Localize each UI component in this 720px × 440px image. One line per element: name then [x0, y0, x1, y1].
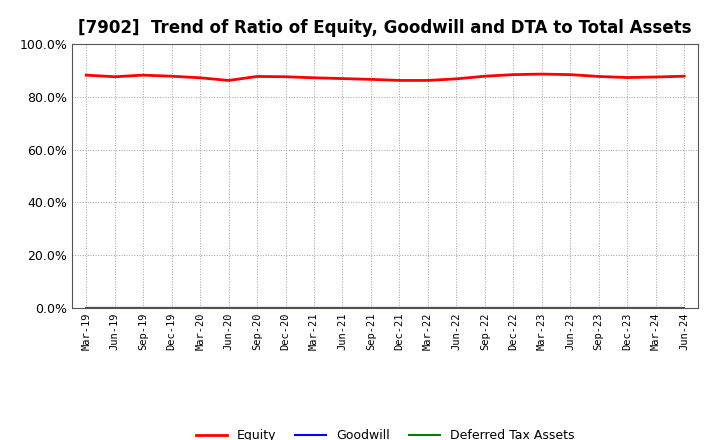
Goodwill: [225, 305, 233, 311]
Equity: [139, 73, 148, 78]
Equity: [623, 75, 631, 80]
Goodwill: [623, 305, 631, 311]
Deferred Tax Assets: [225, 305, 233, 311]
Equity: [338, 76, 347, 81]
Goodwill: [566, 305, 575, 311]
Goodwill: [310, 305, 318, 311]
Deferred Tax Assets: [82, 305, 91, 311]
Equity: [253, 74, 261, 79]
Equity: [110, 74, 119, 79]
Equity: [282, 74, 290, 79]
Deferred Tax Assets: [595, 305, 603, 311]
Equity: [196, 75, 204, 81]
Equity: [82, 73, 91, 78]
Deferred Tax Assets: [566, 305, 575, 311]
Equity: [423, 78, 432, 83]
Goodwill: [680, 305, 688, 311]
Equity: [652, 74, 660, 80]
Equity: [680, 73, 688, 79]
Deferred Tax Assets: [338, 305, 347, 311]
Goodwill: [338, 305, 347, 311]
Deferred Tax Assets: [167, 305, 176, 311]
Equity: [167, 73, 176, 79]
Deferred Tax Assets: [310, 305, 318, 311]
Goodwill: [82, 305, 91, 311]
Goodwill: [480, 305, 489, 311]
Goodwill: [509, 305, 518, 311]
Deferred Tax Assets: [395, 305, 404, 311]
Goodwill: [253, 305, 261, 311]
Equity: [395, 78, 404, 83]
Goodwill: [110, 305, 119, 311]
Goodwill: [452, 305, 461, 311]
Deferred Tax Assets: [253, 305, 261, 311]
Deferred Tax Assets: [196, 305, 204, 311]
Deferred Tax Assets: [366, 305, 375, 311]
Goodwill: [167, 305, 176, 311]
Deferred Tax Assets: [652, 305, 660, 311]
Equity: [480, 73, 489, 79]
Goodwill: [423, 305, 432, 311]
Equity: [566, 72, 575, 77]
Deferred Tax Assets: [139, 305, 148, 311]
Equity: [225, 78, 233, 83]
Legend: Equity, Goodwill, Deferred Tax Assets: Equity, Goodwill, Deferred Tax Assets: [191, 424, 580, 440]
Deferred Tax Assets: [680, 305, 688, 311]
Equity: [366, 77, 375, 82]
Goodwill: [196, 305, 204, 311]
Goodwill: [282, 305, 290, 311]
Goodwill: [395, 305, 404, 311]
Equity: [452, 76, 461, 81]
Deferred Tax Assets: [509, 305, 518, 311]
Equity: [310, 75, 318, 81]
Deferred Tax Assets: [110, 305, 119, 311]
Deferred Tax Assets: [452, 305, 461, 311]
Goodwill: [595, 305, 603, 311]
Goodwill: [366, 305, 375, 311]
Deferred Tax Assets: [480, 305, 489, 311]
Goodwill: [537, 305, 546, 311]
Equity: [595, 74, 603, 79]
Deferred Tax Assets: [282, 305, 290, 311]
Line: Equity: Equity: [86, 74, 684, 81]
Equity: [537, 71, 546, 77]
Deferred Tax Assets: [623, 305, 631, 311]
Deferred Tax Assets: [423, 305, 432, 311]
Goodwill: [139, 305, 148, 311]
Title: [7902]  Trend of Ratio of Equity, Goodwill and DTA to Total Assets: [7902] Trend of Ratio of Equity, Goodwil…: [78, 19, 692, 37]
Equity: [509, 72, 518, 77]
Deferred Tax Assets: [537, 305, 546, 311]
Goodwill: [652, 305, 660, 311]
